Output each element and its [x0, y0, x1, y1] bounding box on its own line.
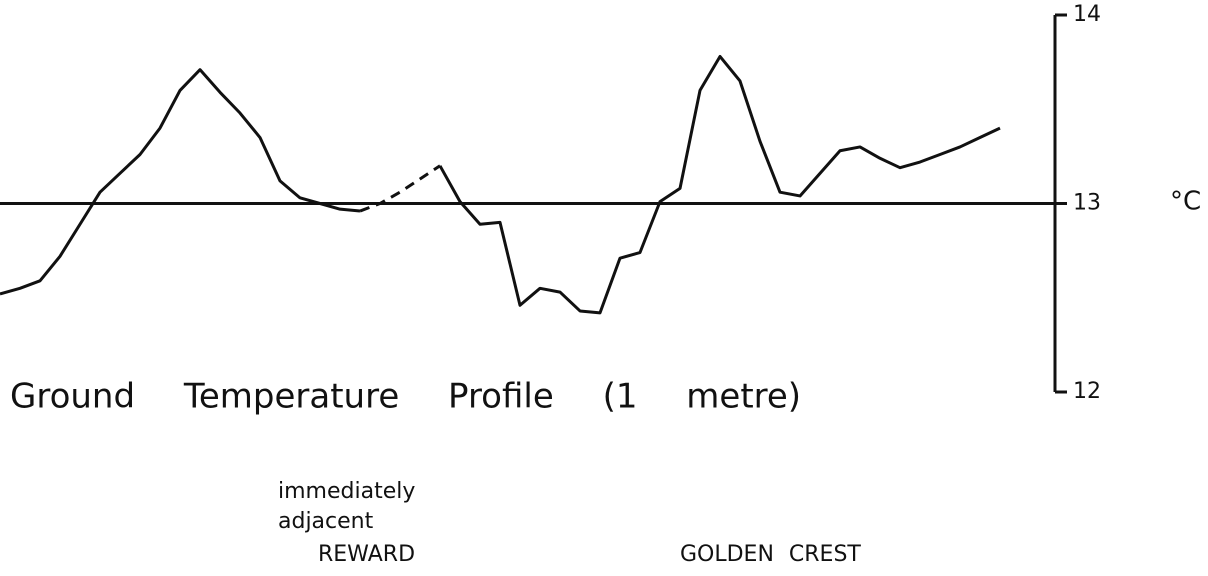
y-unit: °C	[1170, 187, 1201, 217]
annotation: REWARD	[318, 542, 415, 567]
annotation: GOLDEN CREST	[680, 542, 861, 567]
data-line	[0, 68, 361, 296]
chart-title: Ground Temperature Profile (1 metre)	[10, 377, 801, 417]
annotation: adjacent	[278, 509, 374, 534]
y-tick-label: 14	[1073, 2, 1101, 27]
annotation: immediately	[278, 479, 415, 504]
y-tick-label: 12	[1073, 379, 1101, 404]
data-line	[359, 164, 441, 213]
data-line	[438, 54, 1001, 315]
y-tick-label: 13	[1073, 191, 1101, 216]
